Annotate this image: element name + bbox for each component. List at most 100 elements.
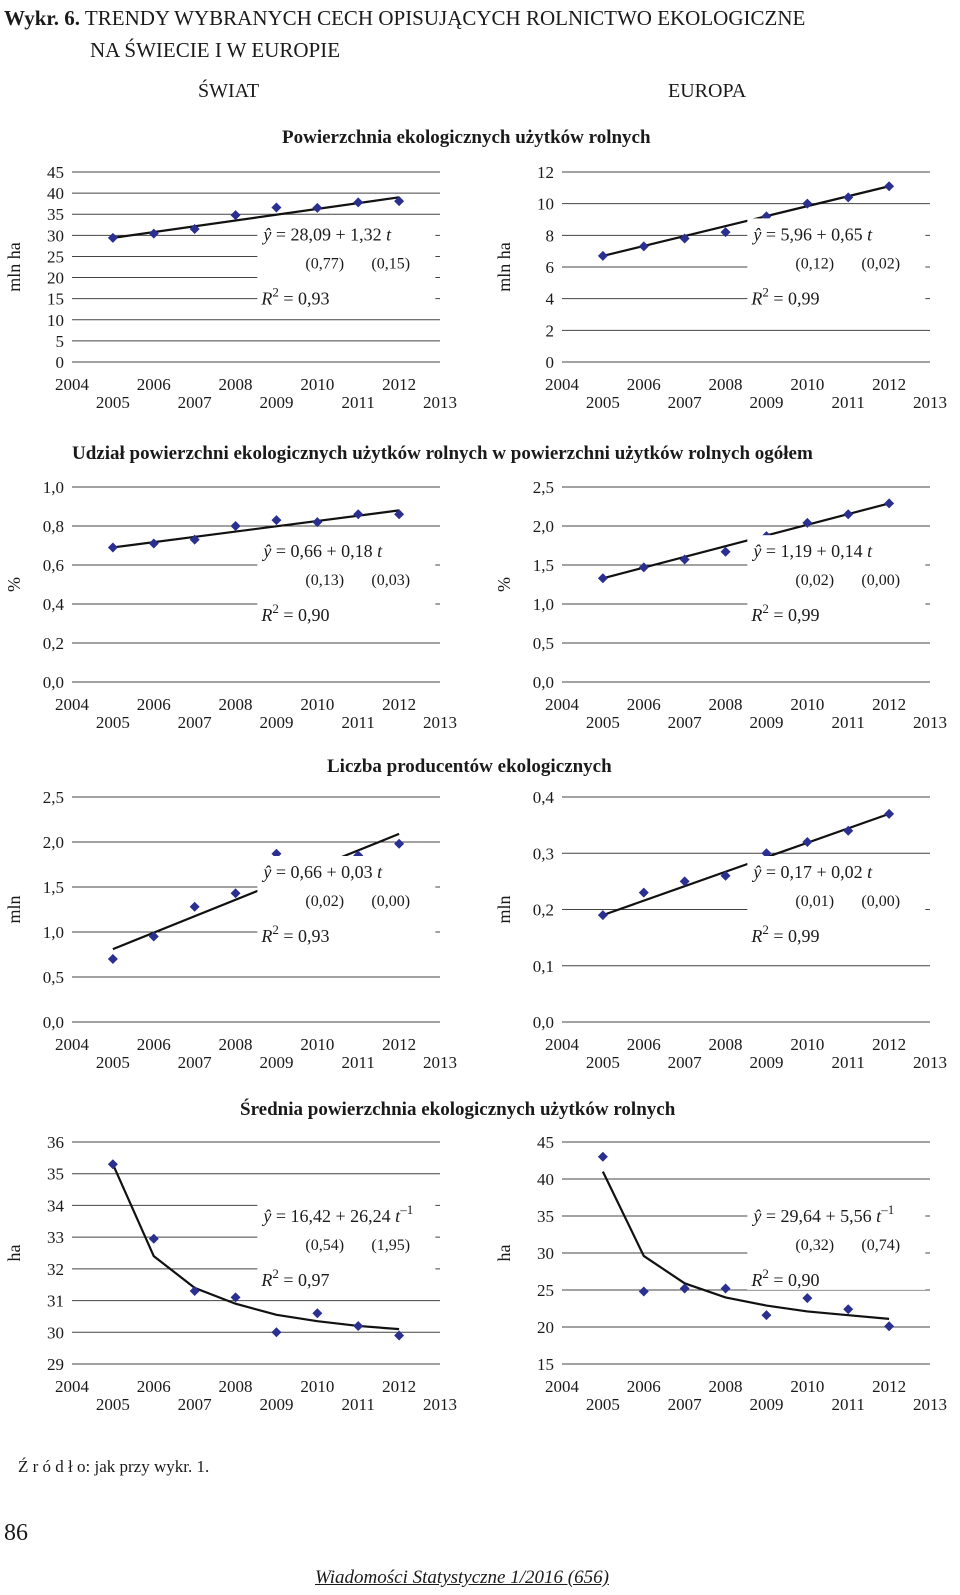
data-point — [271, 202, 282, 213]
x-tick-label: 2007 — [668, 1053, 703, 1072]
y-tick-label: 6 — [546, 258, 555, 277]
x-tick-label: 2008 — [709, 1035, 743, 1054]
y-tick-label: 0,0 — [43, 1013, 64, 1032]
figure-label: Wykr. 6. — [4, 6, 81, 30]
y-tick-label: 0,0 — [533, 673, 554, 692]
data-point — [679, 876, 690, 887]
data-point — [353, 1320, 364, 1331]
y-tick-label: 45 — [537, 1133, 554, 1152]
x-tick-label: 2013 — [913, 1053, 947, 1072]
regression-equation: ŷ = 1,19 + 0,14 t — [751, 541, 873, 561]
y-tick-label: 1,5 — [533, 556, 554, 575]
x-tick-label: 2012 — [872, 1377, 906, 1396]
data-point — [802, 517, 813, 528]
r-squared: R2 = 0,93 — [260, 922, 329, 946]
y-tick-label: 1,0 — [43, 478, 64, 497]
x-tick-label: 2007 — [668, 713, 703, 732]
data-point — [884, 808, 895, 819]
x-tick-label: 2010 — [300, 1377, 334, 1396]
y-tick-label: 40 — [537, 1170, 554, 1189]
y-tick-label: 0,4 — [533, 788, 555, 807]
data-point — [148, 931, 159, 942]
y-axis-label: mln ha — [4, 242, 24, 292]
r-squared: R2 = 0,99 — [750, 601, 819, 625]
data-point — [271, 1327, 282, 1338]
std-error-intercept: (0,02) — [305, 893, 344, 910]
std-error-slope: (0,00) — [861, 893, 900, 910]
y-tick-label: 0,4 — [43, 595, 65, 614]
r-squared: R2 = 0,90 — [260, 601, 329, 625]
y-tick-label: 2 — [546, 321, 555, 340]
y-tick-label: 30 — [47, 1323, 64, 1342]
x-tick-label: 2008 — [219, 695, 253, 714]
data-point — [271, 515, 282, 526]
x-tick-label: 2004 — [545, 1035, 580, 1054]
x-tick-label: 2012 — [872, 1035, 906, 1054]
y-tick-label: 0,5 — [533, 634, 554, 653]
data-point — [107, 954, 118, 964]
x-tick-label: 2010 — [790, 1377, 824, 1396]
std-error-intercept: (0,77) — [305, 255, 344, 272]
y-tick-label: 0,3 — [533, 844, 554, 863]
x-tick-label: 2010 — [300, 695, 334, 714]
data-point — [843, 1304, 854, 1315]
section-title-producers: Liczba producentów ekologicznych — [327, 756, 612, 777]
data-point — [638, 887, 649, 898]
y-tick-label: 2,0 — [533, 517, 554, 536]
x-tick-label: 2010 — [790, 375, 824, 394]
data-point — [394, 1330, 405, 1341]
data-point — [107, 232, 118, 243]
section-title-avg-area: Średnia powierzchnia ekologicznych użytk… — [240, 1099, 676, 1120]
data-point — [312, 517, 323, 528]
y-tick-label: 0 — [546, 353, 555, 372]
x-tick-label: 2007 — [178, 1395, 213, 1414]
std-error-intercept: (0,02) — [795, 572, 834, 589]
data-point — [638, 241, 649, 252]
y-axis-label: mln — [4, 895, 24, 923]
data-point — [884, 1321, 895, 1332]
x-tick-label: 2012 — [382, 1035, 416, 1054]
data-point — [802, 1293, 813, 1304]
y-tick-label: 2,0 — [43, 833, 64, 852]
data-point — [312, 202, 323, 213]
data-point — [638, 562, 649, 573]
data-point — [230, 1292, 241, 1303]
y-tick-label: 0,2 — [43, 634, 64, 653]
x-tick-label: 2004 — [55, 695, 90, 714]
x-tick-label: 2009 — [749, 393, 783, 412]
trend-line — [602, 185, 890, 257]
x-tick-label: 2010 — [790, 695, 824, 714]
data-point — [720, 1283, 731, 1294]
data-point — [353, 509, 364, 520]
page-number: 86 — [4, 1520, 28, 1546]
data-point — [271, 848, 282, 859]
x-tick-label: 2009 — [749, 1395, 783, 1414]
std-error-slope: (0,74) — [861, 1237, 900, 1254]
x-tick-label: 2005 — [586, 1395, 620, 1414]
data-point — [597, 573, 608, 584]
chart-area-world: 0 5 10 15 20 25 30 35 40 45 mln ha 2004 2006 2008 2010… — [4, 163, 457, 412]
x-tick-label: 2013 — [913, 1395, 947, 1414]
x-tick-label: 2008 — [219, 1035, 253, 1054]
data-point — [148, 1233, 159, 1244]
data-point — [189, 901, 200, 912]
y-tick-label: 0,5 — [43, 968, 64, 987]
chart-area-europe: 0 2 4 6 8 10 12 mln ha 2004 2006 2008 2010 2012 2005 2… — [494, 163, 947, 412]
x-tick-label: 2013 — [423, 393, 457, 412]
x-tick-label: 2006 — [137, 1035, 171, 1054]
y-tick-label: 1,5 — [43, 878, 64, 897]
x-tick-label: 2012 — [382, 375, 416, 394]
std-error-slope: (0,00) — [371, 893, 410, 910]
std-error-slope: (0,15) — [371, 255, 410, 272]
x-tick-label: 2012 — [382, 695, 416, 714]
x-tick-label: 2012 — [872, 375, 906, 394]
data-point — [843, 192, 854, 203]
y-tick-label: 25 — [47, 247, 64, 266]
y-tick-label: 0,2 — [533, 901, 554, 920]
x-tick-label: 2008 — [219, 1377, 253, 1396]
chart-avg-area-world: 29 30 31 32 33 34 35 36 ha 2004 2006 2008 2010 2012 20… — [4, 1133, 457, 1414]
x-tick-label: 2009 — [259, 1395, 293, 1414]
data-point — [679, 554, 690, 565]
equation-backing — [747, 535, 926, 626]
x-tick-label: 2005 — [586, 393, 620, 412]
